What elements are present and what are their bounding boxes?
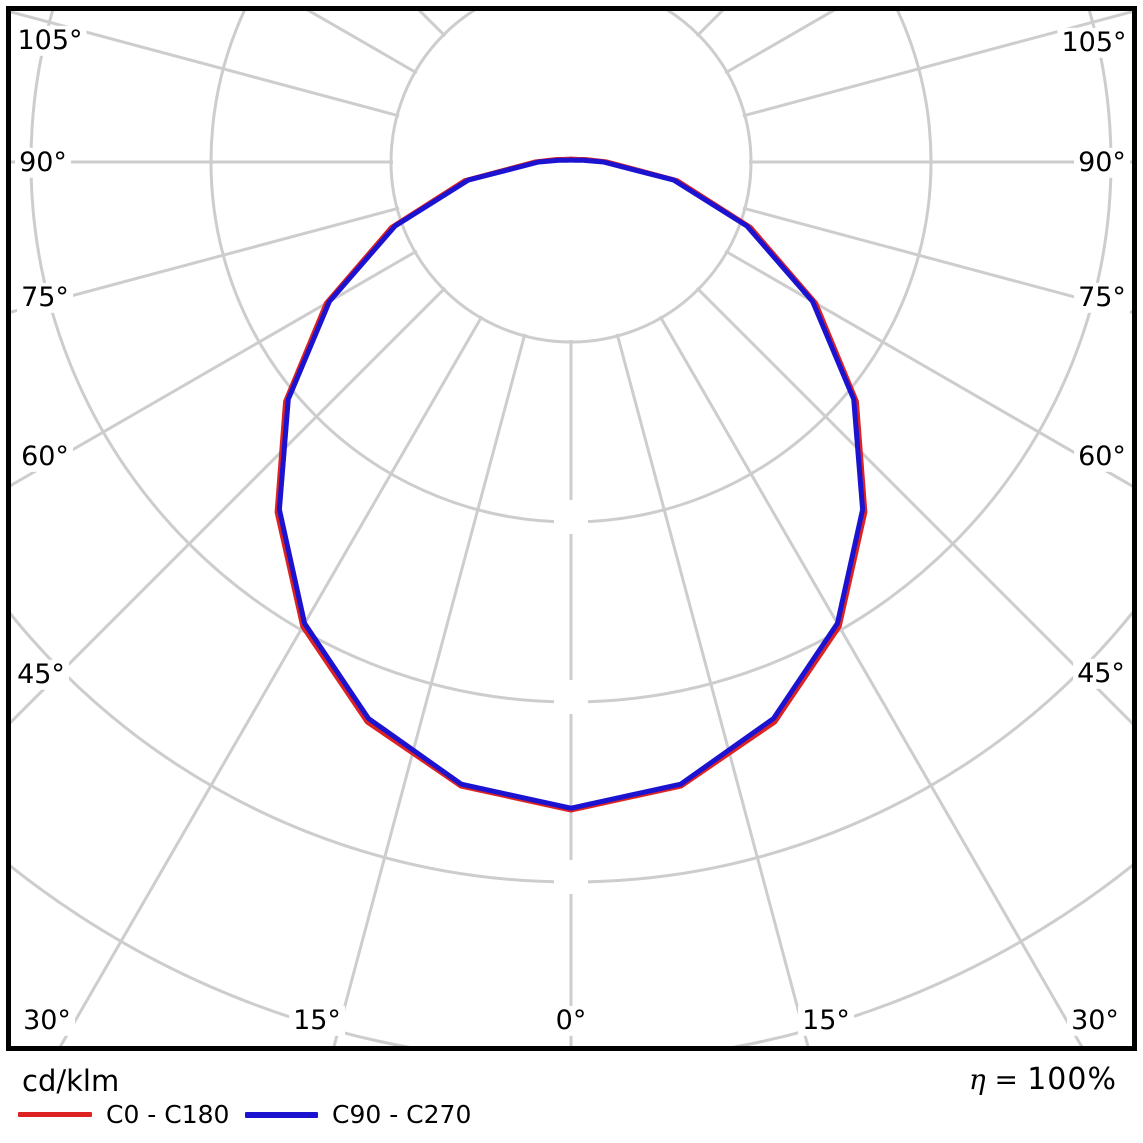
c0-c180-swatch-line	[18, 1112, 92, 1117]
legend-label-c0-c180: C0 - C180	[106, 1100, 230, 1129]
polar-chart-svg	[6, 6, 1137, 1051]
angle-label-left-4: 45°	[13, 659, 69, 691]
angle-label-right-3: 60°	[1074, 441, 1130, 473]
efficiency-value: 100%	[1027, 1062, 1117, 1097]
radial-grid-line	[658, 315, 1084, 1046]
c90-c270-swatch-line	[245, 1111, 318, 1118]
legend: C0 - C180 C90 - C270	[0, 1096, 1143, 1136]
radial-grid-line	[11, 206, 400, 314]
angle-label-left-3: 60°	[17, 441, 73, 473]
radial-grid-line	[332, 333, 527, 1046]
radial-unit-label: cd/klm	[22, 1064, 120, 1098]
radial-grid-line	[742, 11, 1132, 118]
radial-grid-line	[11, 11, 400, 118]
angle-label-right-0: 105°	[1057, 27, 1131, 59]
plot-border	[6, 6, 1137, 1051]
radial-grid-line	[11, 249, 418, 488]
radial-grid-line	[695, 286, 1132, 726]
angle-label-bottom-1: 0°	[551, 1005, 591, 1037]
radial-grid-line	[58, 315, 484, 1046]
efficiency-label: η = 100%	[969, 1062, 1117, 1097]
angle-label-bottom-0: 15°	[289, 1005, 345, 1037]
polar-chart	[6, 6, 1137, 1051]
angle-label-right-1: 90°	[1074, 147, 1130, 179]
grid-ring	[389, 11, 753, 344]
angle-label-right-2: 75°	[1074, 282, 1130, 314]
radial-grid-line	[724, 249, 1132, 488]
angle-label-right-5: 30°	[1067, 1005, 1123, 1037]
angle-label-right-4: 45°	[1073, 658, 1129, 690]
legend-item-c0-c180: C0 - C180	[18, 1100, 229, 1129]
angle-label-left-5: 30°	[19, 1005, 75, 1037]
legend-item-c90-c270: C90 - C270	[245, 1100, 471, 1129]
radial-grid-line	[742, 206, 1132, 314]
angle-label-left-0: 105°	[13, 25, 87, 57]
eta-symbol: η =	[968, 1063, 1018, 1096]
radial-grid-line	[11, 286, 447, 725]
curve-c90-c270	[276, 157, 866, 811]
angle-label-left-2: 75°	[17, 282, 73, 314]
radial-grid-line	[615, 333, 810, 1046]
legend-label-c90-c270: C90 - C270	[332, 1100, 472, 1129]
angle-label-left-1: 90°	[15, 147, 71, 179]
angle-label-bottom-2: 15°	[798, 1005, 854, 1037]
